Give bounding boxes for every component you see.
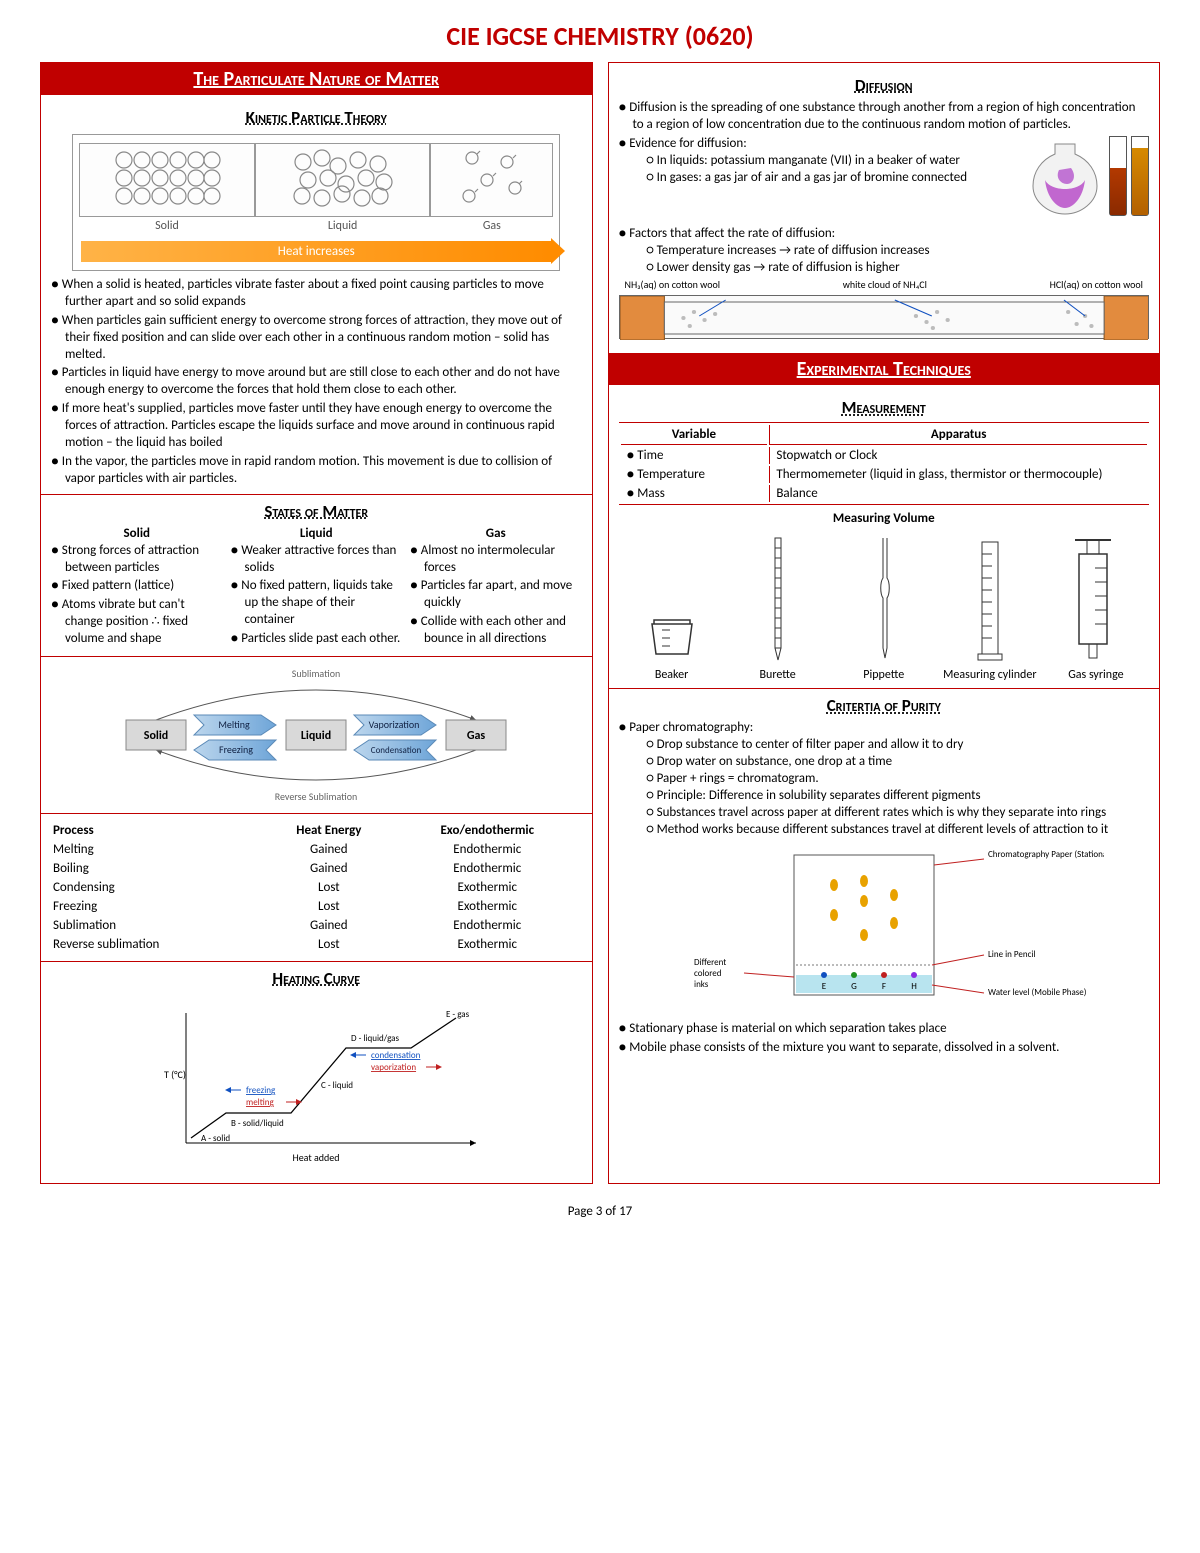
table-row: CondensingLostExothermic bbox=[53, 879, 580, 896]
volume-apparatus-row: Beaker Burette Pippette Measuring cylind… bbox=[619, 534, 1150, 682]
pipette-icon bbox=[869, 534, 899, 664]
svg-text:Freezing: Freezing bbox=[219, 743, 253, 756]
svg-text:Vaporization: Vaporization bbox=[369, 718, 420, 731]
table-row: Reverse sublimationLostExothermic bbox=[53, 936, 580, 953]
svg-text:Chromatography Paper (Stationa: Chromatography Paper (Stationary Phase) bbox=[988, 849, 1104, 860]
liquid-particles-icon bbox=[288, 148, 398, 208]
svg-text:E: E bbox=[822, 981, 827, 992]
state-change-diagram: Sublimation Reverse Sublimation Solid Li… bbox=[51, 665, 582, 805]
chromatography-diagram: E G F H Chromatography Paper (Stationary Ph… bbox=[619, 845, 1150, 1015]
svg-text:E - gas: E - gas bbox=[446, 1009, 470, 1020]
two-column-layout: The Particulate Nature of Matter Kinetic… bbox=[40, 62, 1160, 1184]
kpt-diagram: Solid Liquid bbox=[72, 134, 560, 271]
states-heading: States of Matter bbox=[51, 501, 582, 522]
svg-text:G: G bbox=[851, 981, 857, 992]
syringe-icon bbox=[1061, 534, 1131, 664]
process-table: ProcessHeat EnergyExo/endothermic Meltin… bbox=[51, 820, 582, 955]
left-column: The Particulate Nature of Matter Kinetic… bbox=[40, 62, 593, 1184]
svg-text:freezing: freezing bbox=[246, 1085, 276, 1096]
page-title: CIE IGCSE CHEMISTRY (0620) bbox=[40, 20, 1160, 52]
svg-text:C - liquid: C - liquid bbox=[321, 1080, 353, 1091]
solid-particles-icon bbox=[112, 148, 222, 208]
states-grid: Solid Strong forces of attraction betwee… bbox=[51, 526, 582, 650]
table-row: MeltingGainedEndothermic bbox=[53, 841, 580, 858]
diffusion-heading: Diffusion bbox=[619, 75, 1150, 96]
experimental-header: Experimental Techniques bbox=[609, 353, 1160, 385]
flask-icon bbox=[1025, 136, 1105, 216]
purity-bullets: Paper chromatography: Drop substance to … bbox=[619, 720, 1150, 838]
purity-heading: Critertia of Purity bbox=[619, 695, 1150, 716]
heating-curve-heading: Heating Curve bbox=[51, 968, 582, 989]
svg-text:Liquid: Liquid bbox=[301, 729, 331, 743]
table-row: ● TimeStopwatch or Clock bbox=[621, 447, 1148, 464]
measurement-table: VariableApparatus ● TimeStopwatch or Clo… bbox=[619, 422, 1150, 505]
svg-text:Sublimation: Sublimation bbox=[292, 667, 340, 680]
svg-text:Gas: Gas bbox=[467, 729, 486, 743]
svg-text:melting: melting bbox=[246, 1097, 274, 1108]
svg-text:Differentcoloredinks: Differentcoloredinks bbox=[694, 957, 726, 990]
particulate-header: The Particulate Nature of Matter bbox=[41, 63, 592, 95]
svg-text:Melting: Melting bbox=[219, 718, 251, 731]
svg-text:Solid: Solid bbox=[144, 729, 168, 743]
right-column: Diffusion Diffusion is the spreading of … bbox=[608, 62, 1161, 1184]
heat-increases-arrow: Heat increases bbox=[81, 241, 551, 262]
svg-text:A - solid: A - solid bbox=[201, 1133, 230, 1144]
svg-text:B - solid/liquid: B - solid/liquid bbox=[231, 1118, 284, 1129]
beaker-icon bbox=[642, 534, 702, 664]
kpt-bullets: When a solid is heated, particles vibrat… bbox=[51, 277, 582, 488]
svg-text:Condensation: Condensation bbox=[371, 745, 422, 756]
svg-text:Heat added: Heat added bbox=[293, 1151, 340, 1164]
svg-text:vaporization: vaporization bbox=[371, 1062, 416, 1073]
cylinder-icon bbox=[970, 534, 1010, 664]
svg-text:H: H bbox=[911, 981, 917, 992]
svg-text:F: F bbox=[882, 981, 886, 992]
heating-curve-diagram: T (°C) Heat added A - solid B - solid/li… bbox=[51, 993, 582, 1173]
svg-text:Water level (Mobile Phase): Water level (Mobile Phase) bbox=[988, 987, 1087, 998]
table-row: ● TemperatureThermomemeter (liquid in gl… bbox=[621, 466, 1148, 483]
svg-text:condensation: condensation bbox=[371, 1050, 421, 1061]
diffusion-tube-diagram bbox=[619, 295, 1150, 339]
diffusion-images bbox=[1025, 136, 1149, 216]
burette-icon bbox=[763, 534, 793, 664]
measuring-volume-heading: Measuring Volume bbox=[619, 511, 1150, 526]
svg-text:T (°C): T (°C) bbox=[164, 1068, 186, 1081]
table-row: BoilingGainedEndothermic bbox=[53, 860, 580, 877]
table-row: FreezingLostExothermic bbox=[53, 898, 580, 915]
gas-particles-icon bbox=[457, 148, 527, 208]
measurement-heading: Measurement bbox=[619, 397, 1150, 418]
table-row: SublimationGainedEndothermic bbox=[53, 917, 580, 934]
svg-text:D - liquid/gas: D - liquid/gas bbox=[351, 1033, 399, 1044]
svg-text:Reverse Sublimation: Reverse Sublimation bbox=[275, 790, 358, 803]
kpt-heading: Kinetic Particle Theory bbox=[51, 107, 582, 128]
page-footer: Page 3 of 17 bbox=[40, 1204, 1160, 1219]
diffusion-bullets: Diffusion is the spreading of one substa… bbox=[619, 100, 1150, 216]
table-row: ● MassBalance bbox=[621, 485, 1148, 502]
svg-text:Line in Pencil: Line in Pencil bbox=[988, 949, 1036, 960]
